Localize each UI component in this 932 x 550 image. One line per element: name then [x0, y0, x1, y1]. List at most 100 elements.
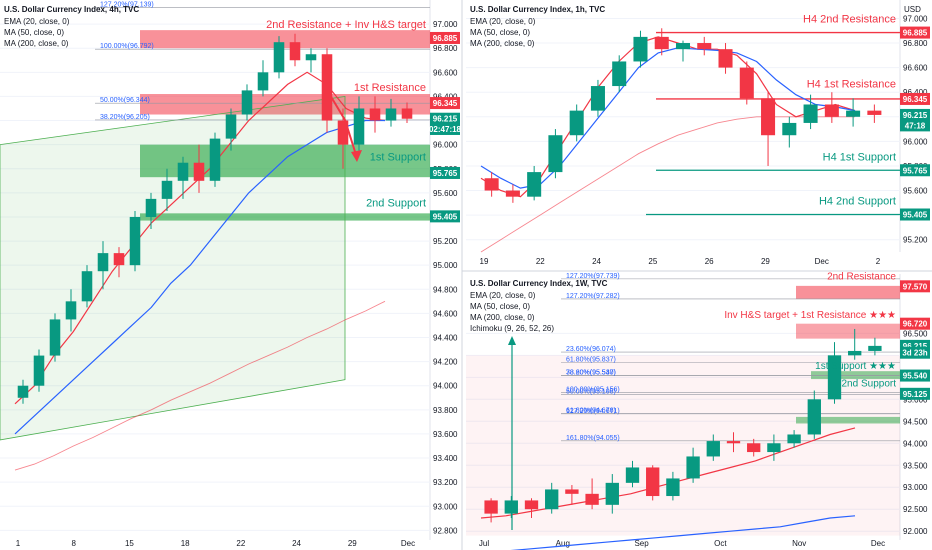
x-tick-label: 22 — [536, 257, 545, 266]
y-tick-label: 93.200 — [433, 478, 458, 487]
candle-body — [655, 37, 669, 49]
y-tick-label: 94.400 — [433, 334, 458, 343]
zone-red — [796, 286, 900, 299]
candle-body — [727, 441, 740, 443]
y-tick-label: 93.600 — [433, 430, 458, 439]
candle-body — [274, 42, 285, 72]
y-tick-label: 96.000 — [903, 137, 928, 146]
candle-body — [719, 49, 733, 67]
channel-zone — [0, 96, 345, 440]
candle-body — [226, 115, 237, 139]
y-tick-label: 93.000 — [903, 483, 928, 492]
y-tick-label: 93.500 — [903, 461, 928, 470]
candle-body — [591, 86, 605, 111]
candle-body — [505, 500, 518, 513]
x-tick-label: 18 — [181, 539, 190, 548]
price-tag-label: 95.405 — [903, 211, 928, 220]
x-tick-label: Dec — [871, 539, 885, 548]
candle-body — [804, 104, 818, 122]
candle-body — [50, 319, 61, 355]
y-tick-label: 94.600 — [433, 309, 458, 318]
candle-body — [548, 135, 562, 172]
fib-label: 50.00%(96.344) — [100, 97, 150, 104]
fib-label: 38.20%(96.205) — [100, 114, 150, 121]
candle-body — [402, 108, 413, 118]
fib-label: 127.20%(97.282) — [566, 293, 620, 300]
candle-body — [178, 163, 189, 181]
y-tick-label: 92.800 — [433, 526, 458, 535]
candle-body — [545, 489, 558, 509]
x-tick-label: 24 — [292, 539, 301, 548]
chart-title: U.S. Dollar Currency Index, 1h, TVC — [470, 5, 605, 14]
indicator-label: EMA (20, close, 0) — [4, 17, 70, 26]
y-tick-label: 92.500 — [903, 505, 928, 514]
annotation-label: 1st Support ★★★ — [815, 361, 896, 372]
y-tick-label: 95.600 — [903, 187, 928, 196]
x-tick-label: 1 — [16, 539, 21, 548]
annotation-label: H4 1st Resistance — [807, 79, 896, 91]
x-tick-label: 2 — [876, 257, 881, 266]
price-tag-label: 95.405 — [433, 212, 458, 221]
annotation-label: H4 1st Support — [823, 151, 896, 163]
y-tick-label: 93.400 — [433, 454, 458, 463]
y-tick-label: 96.600 — [433, 68, 458, 77]
candle-body — [306, 54, 317, 60]
candle-body — [867, 111, 881, 115]
price-tag-label: 96.345 — [903, 95, 928, 104]
price-tag-label: 95.540 — [903, 372, 928, 381]
chart-layout: 97.00096.80096.60096.40096.20096.00095.8… — [0, 0, 932, 550]
currency-label: USD — [904, 5, 921, 14]
candle-body — [626, 467, 639, 482]
y-tick-label: 92.000 — [903, 527, 928, 536]
price-tag-label: 96.720 — [903, 320, 928, 329]
indicator-label: MA (50, close, 0) — [470, 28, 530, 37]
annotation-label: 2nd Support — [366, 198, 426, 210]
zone-red — [140, 30, 430, 48]
fib-label: 23.60%(96.074) — [566, 346, 616, 353]
price-tag-label: 02:47:18 — [429, 125, 462, 134]
annotation-label: Inv H&S target + 1st Resistance ★★★ — [724, 310, 896, 321]
x-tick-label: 26 — [705, 257, 714, 266]
price-tag-label: 96.885 — [903, 29, 928, 38]
y-tick-label: 94.000 — [903, 439, 928, 448]
candle-body — [825, 104, 839, 116]
x-tick-label: Oct — [714, 539, 727, 548]
candle-body — [570, 111, 584, 136]
x-tick-label: Jul — [479, 539, 489, 548]
y-tick-label: 96.800 — [433, 44, 458, 53]
candle-body — [506, 191, 520, 197]
candle-body — [868, 346, 881, 351]
candle-body — [354, 108, 365, 144]
y-tick-label: 95.000 — [433, 261, 458, 270]
y-tick-label: 97.000 — [433, 20, 458, 29]
candle-body — [114, 253, 125, 265]
y-tick-label: 94.500 — [903, 417, 928, 426]
candle-body — [633, 37, 647, 62]
candle-body — [707, 441, 720, 456]
candle-body — [162, 181, 173, 199]
y-tick-label: 96.000 — [433, 141, 458, 150]
candle-body — [370, 108, 381, 120]
candle-body — [34, 356, 45, 386]
y-tick-label: 95.600 — [433, 189, 458, 198]
y-tick-label: 93.800 — [433, 406, 458, 415]
candle-body — [290, 42, 301, 60]
x-tick-label: Dec — [815, 257, 829, 266]
x-tick-label: 24 — [592, 257, 601, 266]
price-tag-label: 96.345 — [433, 99, 458, 108]
candle-body — [18, 386, 29, 398]
candle-body — [527, 172, 541, 197]
indicator-label: MA (50, close, 0) — [470, 302, 530, 311]
indicator-label: EMA (20, close, 0) — [470, 291, 536, 300]
candle-body — [808, 399, 821, 434]
candle-body — [258, 72, 269, 90]
candle-body — [525, 500, 538, 509]
fib-label: 61.80%(94.676) — [566, 408, 616, 415]
candle-body — [194, 163, 205, 181]
annotation-label: H4 2nd Resistance — [803, 14, 896, 26]
y-tick-label: 97.000 — [903, 14, 928, 23]
fib-label: 61.80%(95.837) — [566, 357, 616, 364]
fib-label: 38.20%(95.540) — [566, 370, 616, 377]
indicator-label: EMA (20, close, 0) — [470, 17, 536, 26]
annotation-label: 2nd Resistance + Inv H&S target — [266, 19, 426, 31]
